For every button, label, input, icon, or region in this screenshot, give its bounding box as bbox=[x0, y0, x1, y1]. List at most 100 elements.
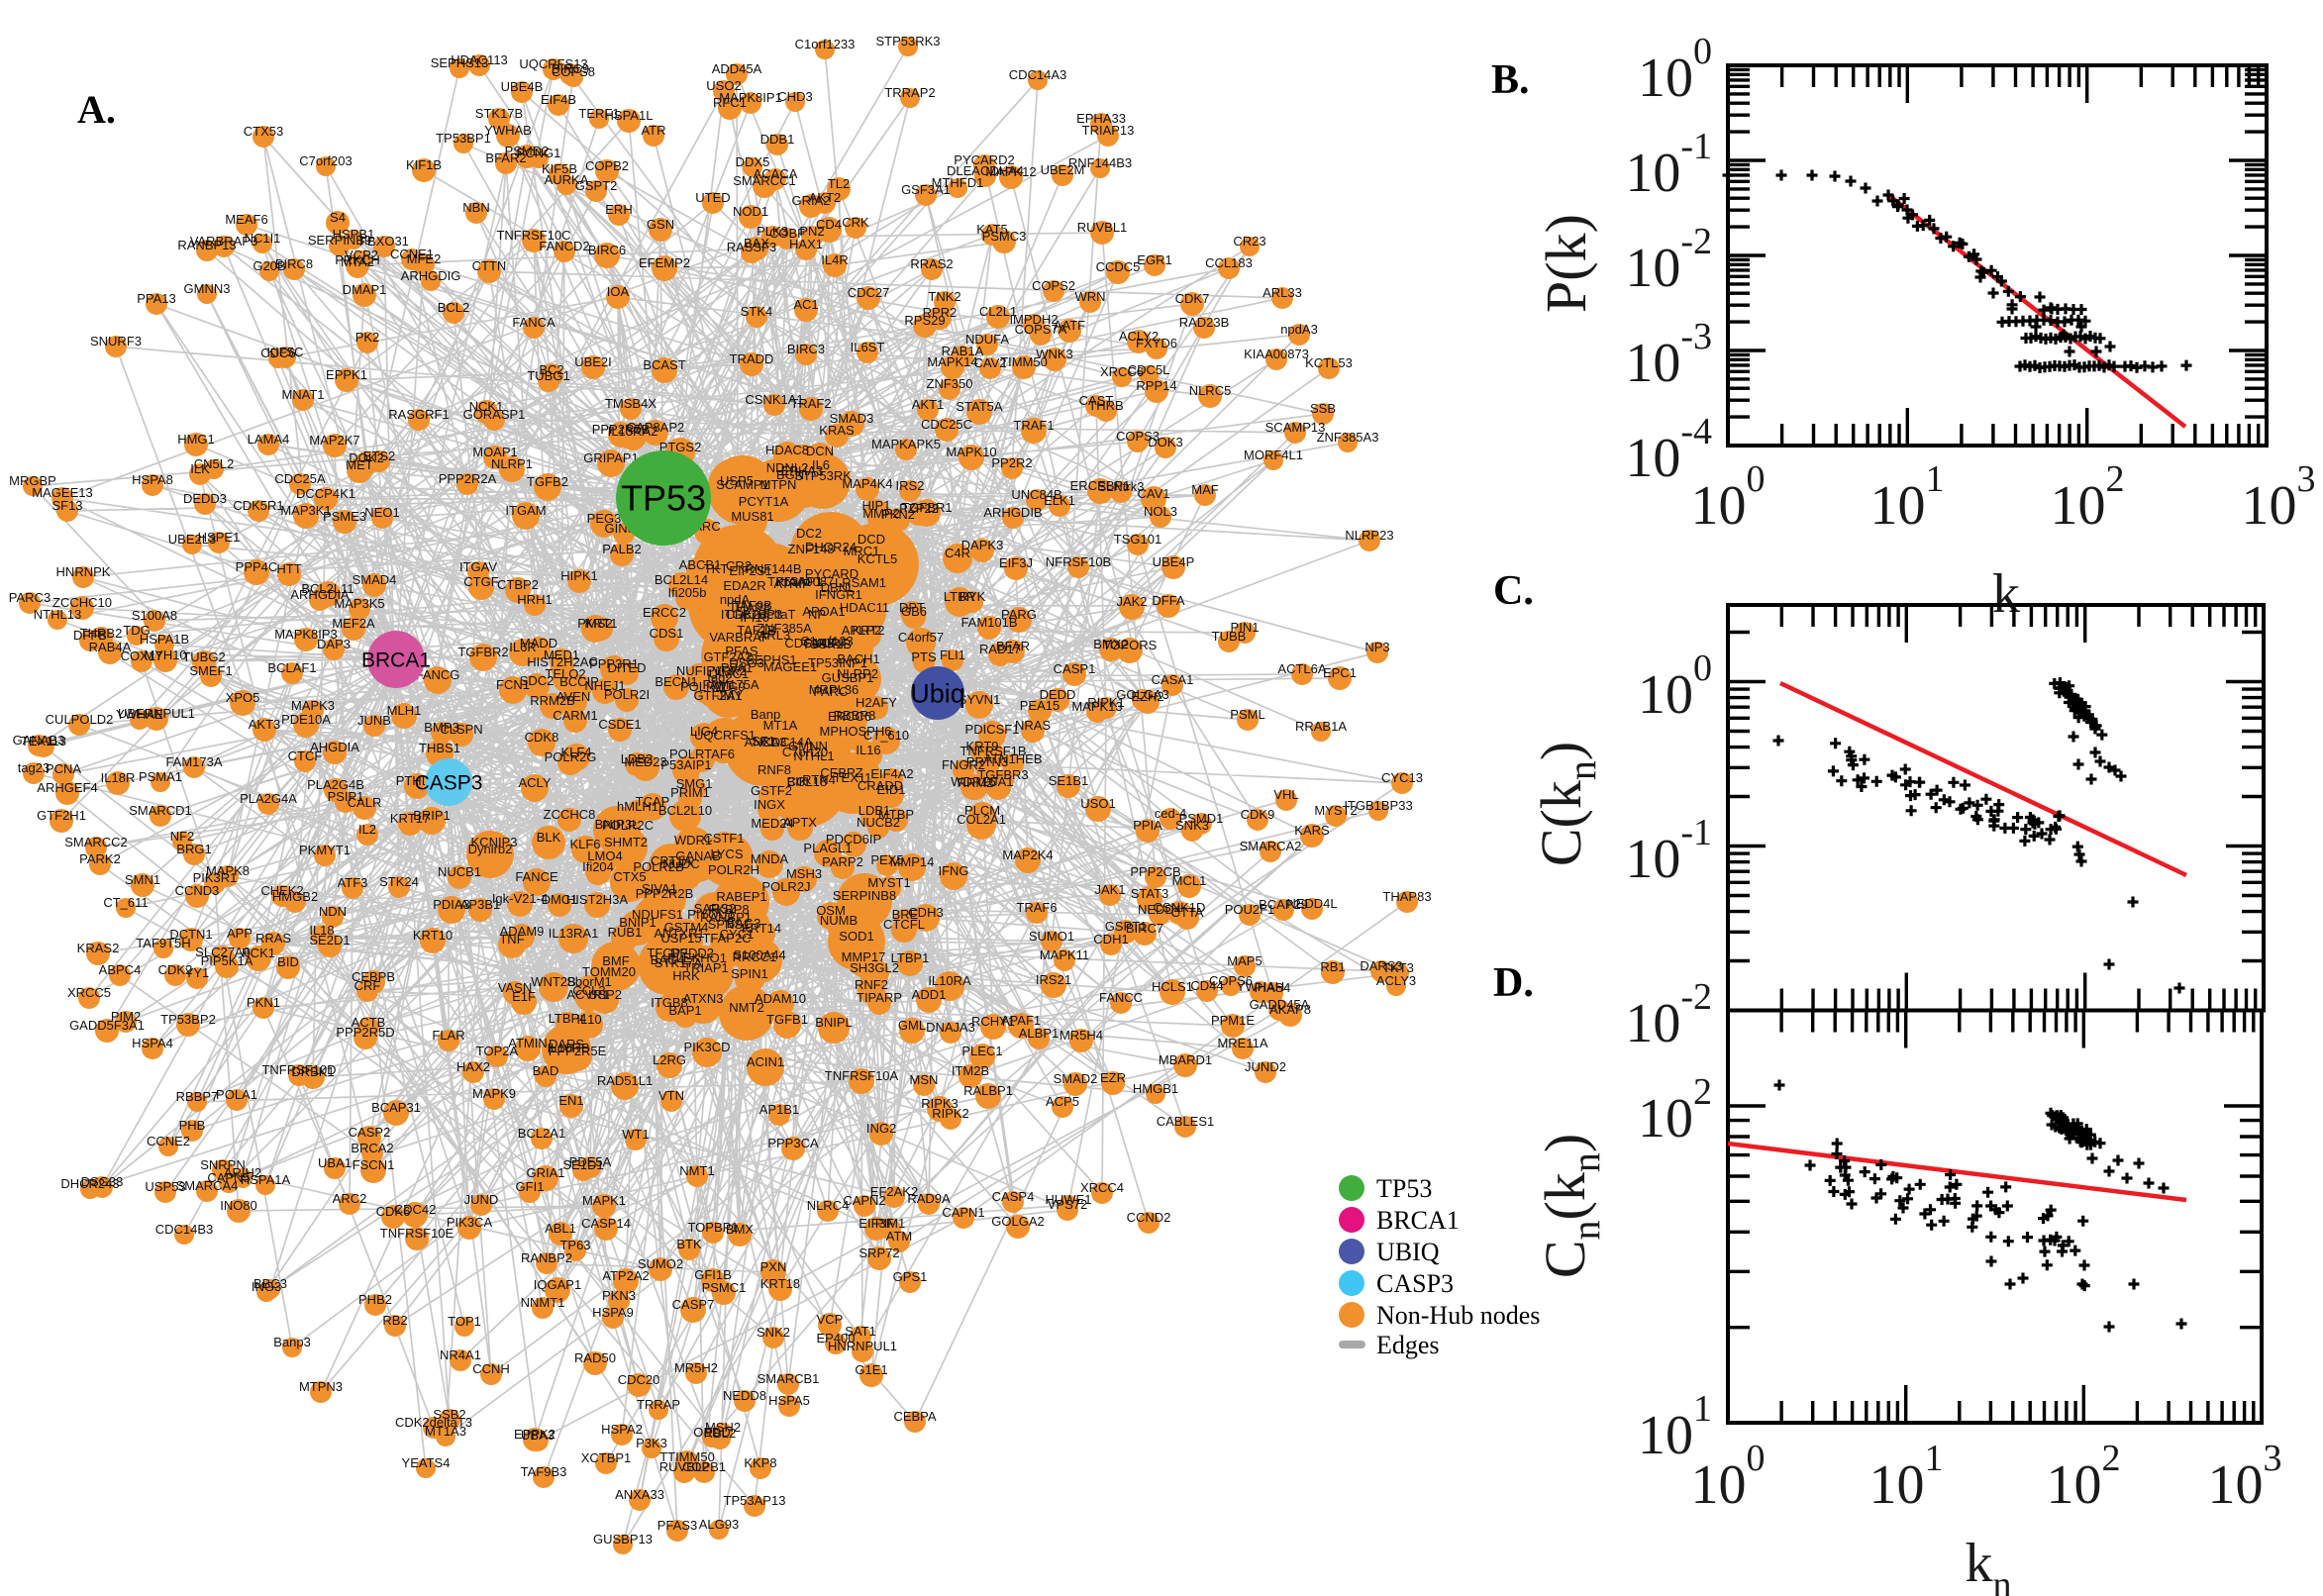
svg-text:CCL3: CCL3 bbox=[572, 983, 605, 998]
svg-text:RUVBL2: RUVBL2 bbox=[659, 1459, 710, 1474]
svg-text:TGFBR3: TGFBR3 bbox=[977, 767, 1028, 782]
svg-text:BIRC7: BIRC7 bbox=[1126, 921, 1163, 936]
svg-text:NP: NP bbox=[808, 607, 826, 622]
svg-text:SMEF1: SMEF1 bbox=[189, 663, 232, 678]
svg-text:GB6: GB6 bbox=[901, 604, 927, 619]
svg-text:COPS6: COPS6 bbox=[1209, 973, 1253, 988]
svg-text:USP53: USP53 bbox=[145, 1179, 185, 1194]
svg-text:ARL3: ARL3 bbox=[758, 628, 791, 643]
svg-text:NUMB: NUMB bbox=[820, 913, 858, 928]
svg-text:SERPINB9: SERPINB9 bbox=[308, 233, 371, 248]
svg-text:NTHL13: NTHL13 bbox=[34, 607, 81, 622]
svg-text:RAD50: RAD50 bbox=[574, 1350, 616, 1365]
svg-text:PSML: PSML bbox=[1230, 707, 1264, 722]
svg-text:RNF8: RNF8 bbox=[758, 762, 791, 777]
svg-text:LMO4: LMO4 bbox=[587, 848, 622, 863]
svg-text:IL10RB: IL10RB bbox=[547, 1041, 589, 1055]
svg-text:S4: S4 bbox=[330, 210, 346, 225]
svg-text:MBARD1: MBARD1 bbox=[1159, 1052, 1212, 1067]
svg-text:CR23: CR23 bbox=[1233, 234, 1265, 249]
svg-text:ANXA33: ANXA33 bbox=[615, 1487, 664, 1502]
svg-text:TGFB2: TGFB2 bbox=[527, 474, 568, 489]
svg-text:IL16: IL16 bbox=[856, 743, 880, 757]
svg-text:IL18: IL18 bbox=[309, 923, 334, 938]
svg-text:MAP2K7: MAP2K7 bbox=[309, 433, 359, 448]
svg-text:ATF3: ATF3 bbox=[338, 875, 368, 890]
svg-text:TEX113: TEX113 bbox=[21, 734, 66, 748]
svg-text:TNK2: TNK2 bbox=[928, 289, 960, 304]
svg-text:PPM1E: PPM1E bbox=[1211, 1013, 1255, 1028]
svg-text:GSF3A1: GSF3A1 bbox=[901, 182, 951, 197]
svg-text:TNFRSF1B: TNFRSF1B bbox=[960, 744, 1026, 758]
svg-text:TGFBR2: TGFBR2 bbox=[457, 645, 508, 659]
svg-text:RANBP2: RANBP2 bbox=[521, 1250, 572, 1265]
svg-text:DARS3: DARS3 bbox=[1360, 958, 1402, 973]
svg-text:FANCD2: FANCD2 bbox=[539, 239, 589, 253]
svg-text:VPS72: VPS72 bbox=[1048, 1197, 1087, 1212]
svg-text:DSG33: DSG33 bbox=[81, 1174, 124, 1189]
svg-text:PTS: PTS bbox=[911, 649, 937, 664]
svg-text:FLI1: FLI1 bbox=[940, 648, 965, 662]
svg-text:DDX5: DDX5 bbox=[736, 154, 770, 169]
svg-text:KLF4: KLF4 bbox=[560, 745, 591, 759]
svg-text:NEO1: NEO1 bbox=[364, 505, 399, 520]
svg-text:Banp: Banp bbox=[751, 707, 780, 722]
svg-text:D.: D. bbox=[1493, 960, 1534, 1006]
svg-text:CEBPZ: CEBPZ bbox=[820, 765, 862, 780]
svg-text:PRIM1: PRIM1 bbox=[670, 785, 710, 800]
svg-text:SPIN1: SPIN1 bbox=[731, 966, 768, 981]
svg-text:MR5H2: MR5H2 bbox=[674, 1360, 718, 1375]
svg-text:PEX5: PEX5 bbox=[870, 852, 903, 867]
svg-text:PK2: PK2 bbox=[355, 330, 380, 345]
svg-text:NDNL2: NDNL2 bbox=[766, 460, 809, 475]
svg-text:UBE2I: UBE2I bbox=[574, 354, 612, 369]
svg-text:PLEKHO1: PLEKHO1 bbox=[667, 950, 727, 965]
svg-text:FANCA: FANCA bbox=[512, 315, 556, 330]
svg-text:PIK3CA: PIK3CA bbox=[447, 1215, 493, 1230]
svg-text:BCL2: BCL2 bbox=[438, 300, 470, 315]
svg-text:PJA1: PJA1 bbox=[982, 774, 1013, 789]
svg-text:DCCP4K1: DCCP4K1 bbox=[296, 486, 355, 501]
svg-text:ILK: ILK bbox=[190, 461, 210, 476]
svg-text:C7orf20: C7orf20 bbox=[782, 745, 828, 759]
svg-text:EIF4B: EIF4B bbox=[541, 92, 576, 107]
svg-text:PPA1: PPA1 bbox=[721, 660, 753, 675]
svg-text:BC2: BC2 bbox=[539, 362, 563, 377]
svg-text:CASA1: CASA1 bbox=[1152, 672, 1194, 687]
svg-text:RAB4A: RAB4A bbox=[89, 640, 132, 654]
svg-text:FXYD6: FXYD6 bbox=[1136, 336, 1177, 350]
svg-text:BIRC3: BIRC3 bbox=[787, 342, 825, 356]
svg-text:TIMM50: TIMM50 bbox=[1000, 354, 1048, 369]
svg-text:SNRPN: SNRPN bbox=[200, 1157, 246, 1172]
svg-text:PMS2: PMS2 bbox=[577, 616, 612, 631]
svg-text:GSPT1: GSPT1 bbox=[1105, 919, 1148, 934]
svg-text:NNMT1: NNMT1 bbox=[521, 1295, 565, 1310]
svg-text:CDC14A: CDC14A bbox=[761, 735, 813, 749]
svg-text:BRIP1: BRIP1 bbox=[413, 808, 451, 823]
svg-text:BCAP29: BCAP29 bbox=[1259, 897, 1308, 912]
svg-text:BRCA2: BRCA2 bbox=[351, 1141, 393, 1155]
svg-text:AHGDIA: AHGDIA bbox=[310, 740, 359, 754]
svg-text:PKN2: PKN2 bbox=[881, 507, 915, 522]
svg-text:COPS2: COPS2 bbox=[1032, 278, 1075, 293]
svg-text:FAM173A: FAM173A bbox=[165, 754, 222, 769]
svg-text:HSPA1A: HSPA1A bbox=[241, 1172, 291, 1187]
svg-text:KIF5B: KIF5B bbox=[542, 161, 577, 176]
svg-text:BCLAF1: BCLAF1 bbox=[267, 660, 316, 675]
svg-text:GRIA1: GRIA1 bbox=[526, 1165, 564, 1180]
svg-text:TDG: TDG bbox=[123, 623, 150, 638]
svg-text:Ubiq: Ubiq bbox=[910, 679, 965, 709]
svg-text:SEPHS1: SEPHS1 bbox=[746, 652, 796, 667]
svg-text:SAT1: SAT1 bbox=[845, 1324, 876, 1339]
svg-text:TP53: TP53 bbox=[1376, 1174, 1432, 1203]
svg-text:PALB2: PALB2 bbox=[602, 542, 642, 556]
svg-text:BIRC6: BIRC6 bbox=[588, 243, 626, 257]
svg-text:SLC27A6: SLC27A6 bbox=[195, 945, 251, 959]
svg-text:RANBP1: RANBP1 bbox=[700, 910, 752, 925]
svg-text:CR2: CR2 bbox=[726, 558, 752, 573]
svg-text:FANCC: FANCC bbox=[1099, 990, 1143, 1005]
svg-text:TP53AP1: TP53AP1 bbox=[767, 574, 823, 589]
svg-text:ATP2A2: ATP2A2 bbox=[602, 1268, 649, 1283]
svg-text:TL2: TL2 bbox=[828, 176, 850, 191]
svg-text:TMSB4X: TMSB4X bbox=[605, 396, 656, 411]
